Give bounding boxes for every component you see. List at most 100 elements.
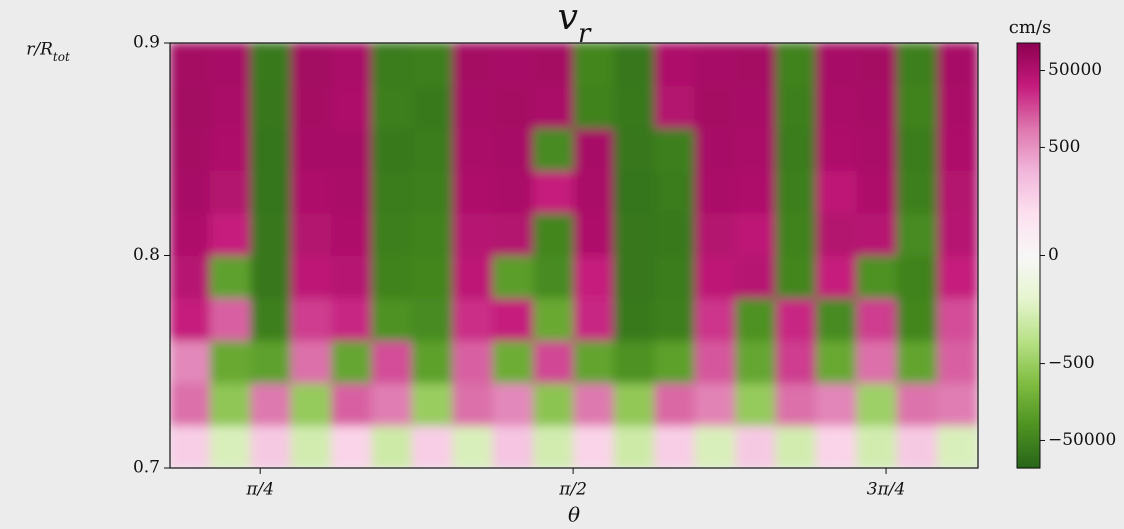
colorbar-segment [1017,198,1040,202]
heatmap-cell [815,127,858,171]
heatmap-cell [371,340,413,384]
colorbar-segment [1017,170,1040,174]
heatmap-cell [170,43,211,86]
heatmap-cell [411,85,454,129]
heatmap-cell [735,127,777,171]
heatmap-cell [937,212,978,256]
heatmap-cell [452,212,494,256]
colorbar-segment [1017,65,1040,69]
heatmap-cell [331,43,373,86]
colorbar-segment [1017,288,1040,292]
heatmap-cell [856,382,898,426]
heatmap-cell [735,340,777,384]
x-tick-label: 3π/4 [867,480,906,500]
heatmap-cell [331,340,373,384]
colorbar-segment [1017,420,1040,424]
heatmap-cell [654,340,696,384]
colorbar-segment [1017,323,1040,327]
colorbar-segment [1017,300,1040,304]
colorbar-segment [1017,448,1040,452]
heatmap-cell [290,43,333,86]
colorbar-segment [1017,78,1040,82]
heatmap-cell [775,127,817,171]
heatmap-cell [170,127,211,171]
heatmap-cell [573,340,615,384]
heatmap-cell [735,382,777,426]
heatmap-cell [209,170,252,214]
colorbar-segment [1017,278,1040,282]
heatmap-cell [573,382,615,426]
heatmap-cell [856,297,898,341]
colorbar-segment [1017,50,1040,54]
heatmap-cell [815,43,858,86]
heatmap-cell [250,255,292,299]
colorbar-segment [1017,313,1040,317]
heatmap-cell [694,340,737,384]
heatmap-cell [937,127,978,171]
heatmap-cell [735,425,777,468]
colorbar-segment [1017,95,1040,99]
colorbar-segment [1017,58,1040,62]
colorbar-segment [1017,178,1040,182]
y-tick-label: 0.7 [133,458,160,478]
heatmap-cell [654,425,696,468]
colorbar-segment [1017,150,1040,154]
heatmap-cell [533,127,575,171]
heatmap-cell [654,297,696,341]
heatmap-cell [694,85,737,129]
colorbar-segment [1017,133,1040,137]
colorbar-segment [1017,88,1040,92]
heatmap-cell [492,425,535,468]
heatmap-cell [170,340,211,384]
colorbar-segment [1017,248,1040,252]
heatmap-cell [250,127,292,171]
heatmap-cell [694,255,737,299]
colorbar-segment [1017,368,1040,372]
heatmap-cell [452,43,494,86]
heatmap-cell [331,382,373,426]
heatmap-cell [856,43,898,86]
colorbar-segment [1017,145,1040,149]
heatmap-cell [492,170,535,214]
heatmap-cell [613,127,656,171]
heatmap-cell [896,43,939,86]
heatmap-cell [533,43,575,86]
heatmap-cell [937,170,978,214]
heatmap-cell [411,382,454,426]
heatmap-cell [533,85,575,129]
heatmap-cell [775,85,817,129]
colorbar-segment [1017,403,1040,407]
heatmap-cell [250,212,292,256]
colorbar-segment [1017,140,1040,144]
colorbar-segment [1017,273,1040,277]
colorbar-segment [1017,70,1040,74]
heatmap-cell [573,127,615,171]
colorbar-segment [1017,83,1040,87]
colorbar-segment [1017,228,1040,232]
heatmap-cell [411,340,454,384]
heatmap-cell [250,340,292,384]
colorbar-segment [1017,285,1040,289]
heatmap-cell [452,85,494,129]
heatmap-cell [209,382,252,426]
heatmap-cell [170,212,211,256]
colorbar-segment [1017,100,1040,104]
colorbar-segment [1017,128,1040,132]
heatmap-cell [170,170,211,214]
heatmap-cell [654,382,696,426]
heatmap-cell [290,170,333,214]
colorbar-segment [1017,353,1040,357]
heatmap-cell [856,85,898,129]
heatmap-cell [694,127,737,171]
heatmap-cell [937,382,978,426]
colorbar-segment [1017,165,1040,169]
colorbar-segment [1017,375,1040,379]
colorbar-segment [1017,318,1040,322]
colorbar-segment [1017,115,1040,119]
colorbar-segment [1017,443,1040,447]
colorbar-segment [1017,265,1040,269]
colorbar-segment [1017,263,1040,267]
colorbar-segment [1017,93,1040,97]
colorbar-segment [1017,185,1040,189]
heatmap-cell [735,212,777,256]
